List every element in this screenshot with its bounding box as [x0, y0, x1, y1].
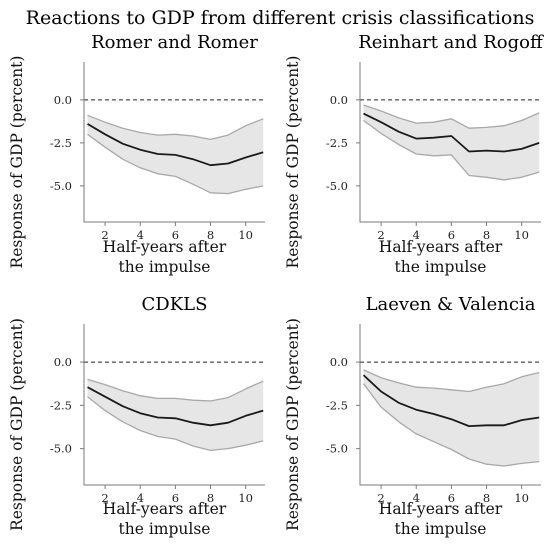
panel-4: 2 4 6 8 10 0.0 -2.5 -5.0 Laeven & Valencia Respon…	[284, 294, 541, 538]
x-tick-label: 6	[172, 491, 179, 505]
x-axis-label: the impulse	[395, 520, 487, 538]
confidence-band	[363, 369, 540, 466]
upper-bound-line	[87, 378, 264, 402]
y-tick-label: 0.0	[54, 93, 72, 107]
upper-bound-line	[363, 104, 540, 129]
x-axis-label: the impulse	[395, 258, 487, 276]
x-tick-label: 8	[483, 228, 490, 242]
x-axis-label: Half-years after	[103, 500, 227, 518]
y-tick-label: -2.5	[50, 398, 72, 412]
x-tick-label: 2	[101, 228, 108, 242]
x-axis-label: Half-years after	[379, 238, 503, 256]
x-tick-label: 2	[377, 491, 384, 505]
point-estimate-line	[363, 112, 540, 153]
panel-title: Romer and Romer	[91, 32, 258, 53]
lower-bound-line	[362, 383, 540, 467]
y-axis-label: Response of GDP (percent)	[8, 56, 26, 269]
panel-title: Reinhart and Rogoff	[358, 32, 544, 53]
x-tick-label: 4	[137, 491, 144, 505]
panel-2: 2 4 6 8 10 0.0 -2.5 -5.0 Reinhart and Rogoff Resp…	[284, 32, 544, 276]
lower-bound-line	[363, 119, 540, 181]
y-tick-label: -2.5	[326, 398, 348, 412]
x-tick-label: 2	[101, 491, 108, 505]
axes-frame	[359, 62, 541, 223]
y-tick-label: -5.0	[326, 179, 348, 193]
panel-3: 2 4 6 8 10 0.0 -2.5 -5.0 CDKLS Response of GDP (p…	[8, 294, 265, 538]
y-tick-label: -5.0	[326, 442, 348, 456]
x-tick-label: 2	[377, 228, 384, 242]
upper-bound-line	[363, 369, 540, 393]
y-tick-label: 0.0	[54, 355, 72, 369]
y-tick-label: -2.5	[50, 136, 72, 150]
x-tick-label: 8	[483, 491, 490, 505]
axes-frame	[359, 324, 541, 486]
panel-title: CDKLS	[142, 294, 208, 315]
x-tick-label: 10	[514, 491, 529, 505]
x-tick-label: 4	[413, 491, 420, 505]
y-axis-label: Response of GDP (percent)	[284, 56, 302, 269]
x-tick-label: 4	[413, 228, 420, 242]
upper-bound-line	[87, 114, 264, 141]
confidence-band	[87, 379, 264, 451]
point-estimate-line	[362, 374, 540, 428]
y-axis-label: Response of GDP (percent)	[8, 318, 26, 531]
x-axis-label: the impulse	[119, 520, 211, 538]
lower-bound-line	[87, 396, 264, 452]
x-tick-label: 10	[238, 491, 253, 505]
y-tick-label: -5.0	[50, 442, 72, 456]
x-tick-label: 6	[172, 228, 179, 242]
y-tick-label: 0.0	[330, 93, 348, 107]
x-tick-label: 4	[137, 228, 144, 242]
axes-frame	[83, 324, 265, 486]
confidence-band	[363, 105, 540, 180]
lower-bound-line	[87, 133, 264, 195]
x-tick-label: 10	[238, 228, 253, 242]
y-axis-label: Response of GDP (percent)	[284, 318, 302, 531]
x-tick-label: 8	[207, 228, 214, 242]
point-estimate-line	[87, 123, 264, 167]
x-axis-label: the impulse	[119, 258, 211, 276]
x-axis-label: Half-years after	[379, 500, 503, 518]
x-axis-label: Half-years after	[103, 238, 227, 256]
axes-frame	[83, 62, 265, 223]
x-tick-label: 6	[448, 228, 455, 242]
x-tick-label: 6	[448, 491, 455, 505]
figure-title: Reactions to GDP from different crisis c…	[26, 7, 535, 29]
panel-1: 2 4 6 8 10 0.0 -2.5 -5.0 Romer and Romer Response…	[8, 32, 265, 276]
y-tick-label: 0.0	[330, 355, 348, 369]
point-estimate-line	[87, 386, 264, 427]
x-tick-label: 8	[207, 491, 214, 505]
y-tick-label: -5.0	[50, 179, 72, 193]
x-tick-label: 10	[514, 228, 529, 242]
y-tick-label: -2.5	[326, 136, 348, 150]
panel-title: Laeven & Valencia	[366, 294, 536, 315]
